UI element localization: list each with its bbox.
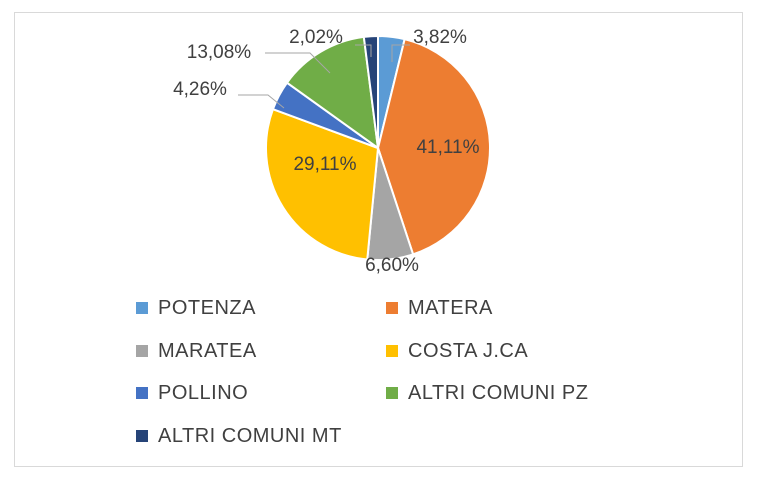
legend-swatch	[136, 430, 148, 442]
leader-lines	[238, 44, 410, 109]
legend-swatch	[386, 345, 398, 357]
leader-line	[238, 94, 285, 109]
data-label: 2,02%	[289, 27, 343, 48]
pie-slice-matera	[376, 38, 491, 256]
pie-slice-altri-comuni-pz	[285, 35, 380, 151]
legend-item-potenza: POTENZA	[136, 295, 256, 321]
data-label: 3,82%	[413, 27, 467, 48]
legend-swatch	[386, 302, 398, 314]
legend-label: MATERA	[408, 296, 493, 319]
legend-swatch	[136, 302, 148, 314]
leader-line	[391, 44, 410, 62]
legend-item-maratea: MARATEA	[136, 338, 257, 364]
pie-slice-costa-j-ca	[265, 107, 380, 261]
data-labels: 3,82% 41,11% 6,60% 29,11% 4,26% 13,08% 2,02%	[173, 27, 480, 276]
legend-item-altri-comuni-pz: ALTRI COMUNI PZ	[386, 380, 588, 406]
legend-label: COSTA J.CA	[408, 339, 529, 362]
pie-slice-altri-comuni-mt	[362, 34, 379, 149]
data-label: 6,60%	[365, 255, 419, 276]
data-label: 13,08%	[187, 42, 252, 63]
legend-item-pollino: POLLINO	[136, 380, 248, 406]
legend-label: ALTRI COMUNI MT	[158, 424, 342, 447]
legend-item-altri-comuni-mt: ALTRI COMUNI MT	[136, 423, 342, 449]
legend-swatch	[136, 387, 148, 399]
legend-swatch	[136, 345, 148, 357]
data-label: 41,11%	[416, 137, 479, 158]
leader-line	[265, 52, 331, 74]
legend-label: ALTRI COMUNI PZ	[408, 381, 589, 404]
leader-line	[355, 44, 372, 57]
data-label: 29,11%	[293, 154, 356, 175]
data-label: 4,26%	[173, 79, 227, 100]
legend-item-costa-jca: COSTA J.CA	[386, 338, 528, 364]
legend-swatch	[386, 387, 398, 399]
legend-item-matera: MATERA	[386, 295, 493, 321]
legend-label: POLLINO	[158, 381, 249, 404]
legend-label: MARATEA	[158, 339, 257, 362]
legend-label: POTENZA	[158, 296, 256, 319]
pie-slices	[265, 34, 491, 261]
